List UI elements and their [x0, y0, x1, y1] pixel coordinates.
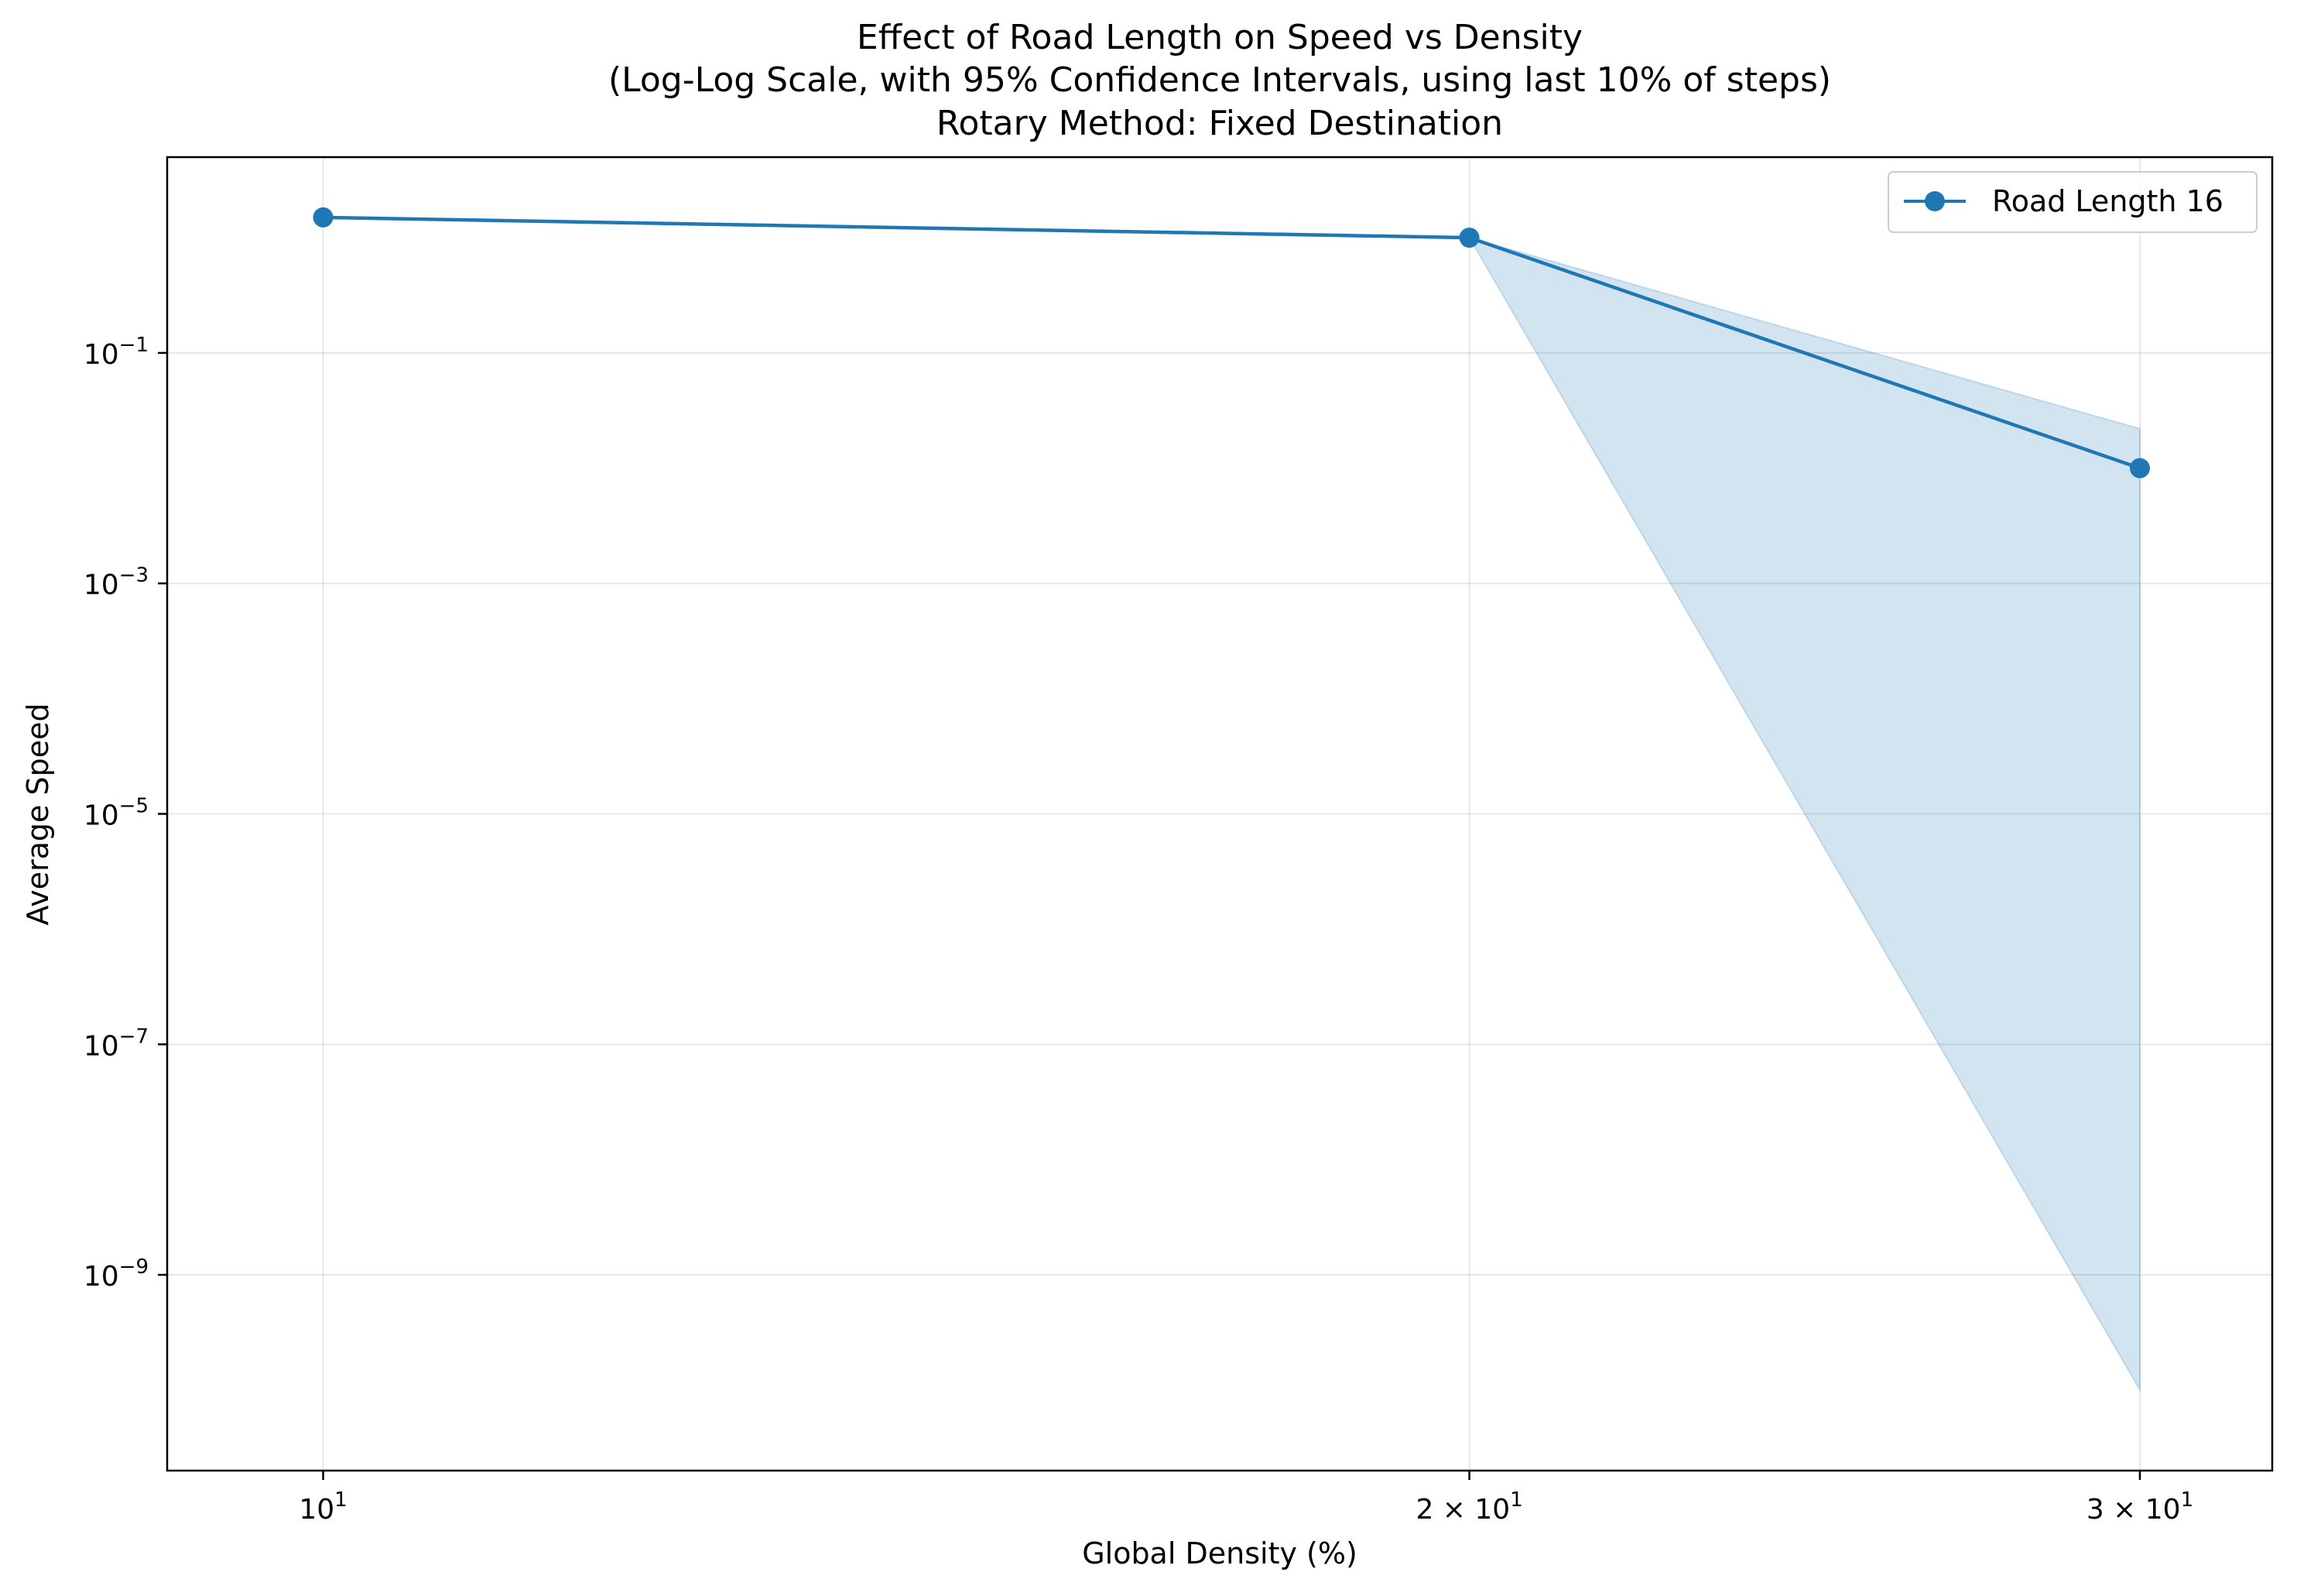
legend-series-marker [1925, 191, 1945, 211]
series-points [313, 207, 2150, 478]
series-line-segment-0-0 [321, 215, 1471, 240]
chart-title: Effect of Road Length on Speed vs Densit… [608, 18, 1831, 143]
series-lines [321, 215, 2142, 471]
x-tick-label-1: 2 × 101 [1416, 1488, 1522, 1526]
grid [167, 157, 2272, 1471]
legend-series-label: Road Length 16 [1992, 184, 2223, 218]
chart-title-line-1: Effect of Road Length on Speed vs Densit… [857, 18, 1583, 57]
data-point-0-0 [313, 207, 334, 228]
y-axis-label: Average Speed [21, 703, 55, 925]
series-line-segment-0-1 [1467, 235, 2142, 471]
x-tick-label-2: 3 × 101 [2086, 1488, 2193, 1526]
data-point-0-1 [1459, 228, 1480, 248]
legend-box [1888, 171, 2258, 233]
chart-title-line-2: (Log-Log Scale, with 95% Confidence Inte… [608, 60, 1831, 100]
x-axis-label: Global Density (%) [1082, 1536, 1357, 1570]
chart-title-line-3: Rotary Method: Fixed Destination [936, 104, 1503, 143]
legend: Road Length 16 [1888, 171, 2258, 233]
data-point-0-2 [2129, 457, 2150, 478]
